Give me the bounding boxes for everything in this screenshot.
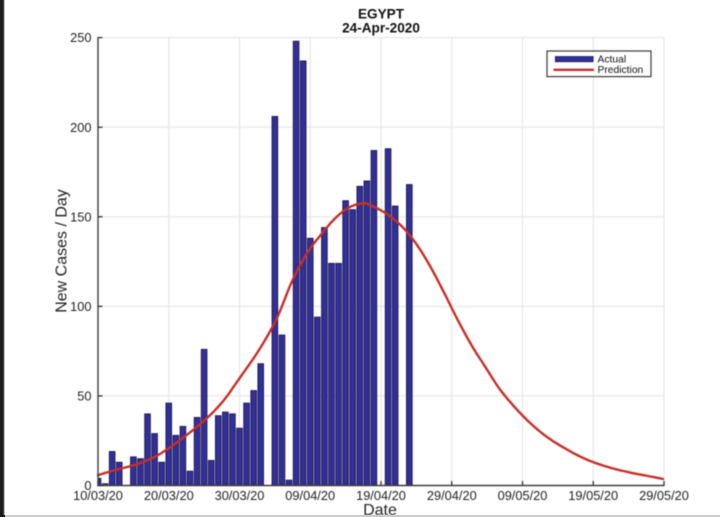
svg-text:09/05/20: 09/05/20 [498, 488, 548, 503]
svg-text:20/03/20: 20/03/20 [144, 488, 194, 503]
svg-text:EGYPT: EGYPT [358, 6, 405, 21]
svg-text:29/04/20: 29/04/20 [427, 488, 477, 503]
svg-text:Actual: Actual [598, 54, 627, 65]
svg-text:50: 50 [77, 389, 91, 404]
svg-text:New Cases / Day: New Cases / Day [54, 189, 71, 313]
svg-text:30/03/20: 30/03/20 [215, 488, 265, 503]
svg-text:150: 150 [70, 209, 91, 224]
svg-text:10/03/20: 10/03/20 [73, 488, 123, 503]
svg-text:19/04/20: 19/04/20 [356, 488, 406, 503]
svg-text:250: 250 [70, 30, 91, 45]
svg-text:09/04/20: 09/04/20 [285, 488, 335, 503]
svg-text:29/05/20: 29/05/20 [639, 488, 689, 503]
svg-text:Prediction: Prediction [598, 65, 644, 76]
svg-text:24-Apr-2020: 24-Apr-2020 [342, 20, 420, 35]
svg-text:100: 100 [70, 299, 91, 314]
svg-text:200: 200 [70, 120, 91, 135]
svg-text:Date: Date [363, 502, 397, 517]
svg-text:19/05/20: 19/05/20 [568, 488, 618, 503]
svg-text:0: 0 [84, 478, 91, 493]
